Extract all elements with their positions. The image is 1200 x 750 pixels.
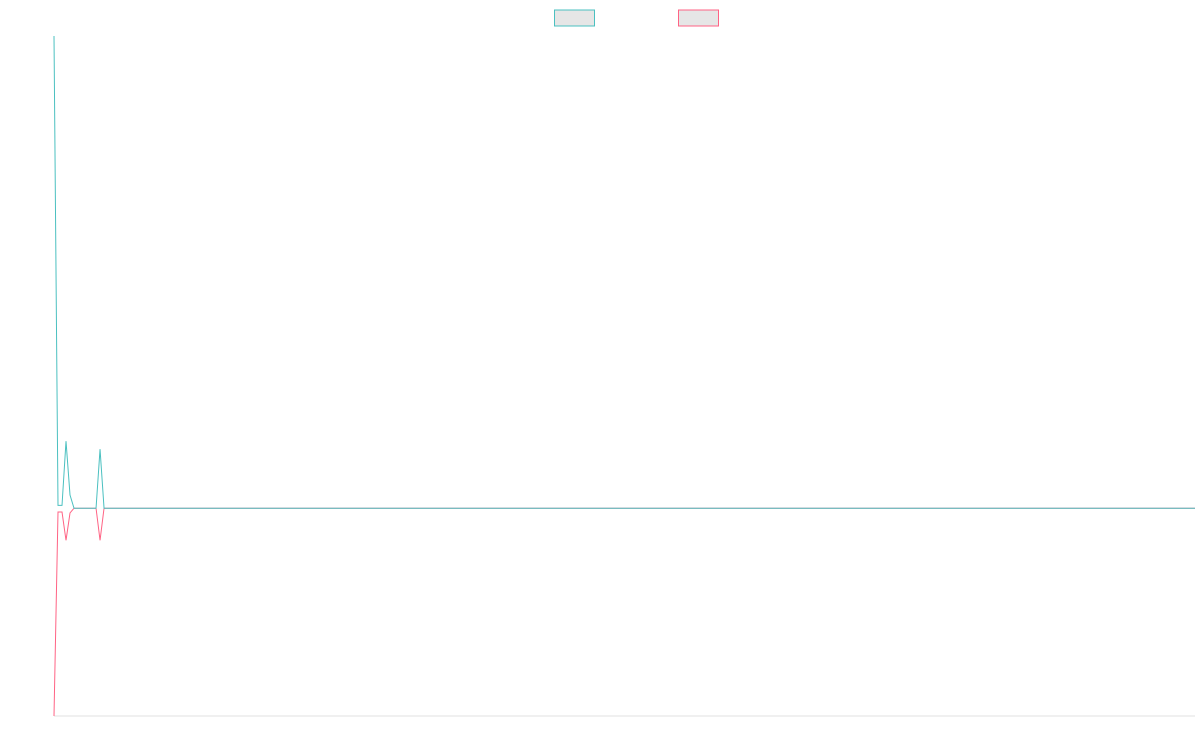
series-line [53,507,1195,717]
series-line [53,35,1195,509]
legend-swatch[interactable] [554,9,595,27]
legend-swatch[interactable] [678,9,719,27]
